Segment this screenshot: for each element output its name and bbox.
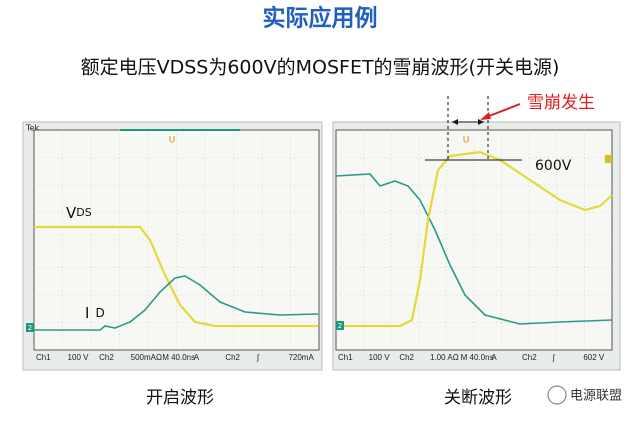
svg-text:U: U: [169, 136, 176, 146]
vds-label: VDS: [66, 204, 92, 222]
status-text: ∫: [552, 353, 556, 362]
status-text: 100 V: [68, 353, 90, 362]
status-text: ∫: [256, 353, 260, 362]
status-text: 100 V: [369, 353, 391, 362]
watermark: 电源联盟: [570, 389, 622, 404]
caption: 开启波形: [146, 388, 214, 408]
status-text: Ch1: [36, 353, 51, 362]
status-text: M 40.0ns: [162, 353, 195, 362]
title: 实际应用例: [263, 5, 378, 32]
subtitle: 额定电压VDSS为600V的MOSFET的雪崩波形(开关电源): [81, 57, 560, 79]
caption: 关断波形: [444, 388, 512, 408]
scope-right: U 雪崩发生 600V 2 Ch1 100 V Ch2 1.00 AΩ M 40.0ns…: [332, 93, 621, 371]
status-text: 720mA: [288, 353, 314, 362]
status-text: Ch1: [338, 353, 353, 362]
level-label: 600V: [535, 158, 572, 174]
status-text: A: [194, 353, 200, 362]
svg-text:U: U: [463, 136, 470, 146]
brand: Tek: [25, 124, 39, 133]
status-text: A: [491, 353, 497, 362]
status-text: M 40.0ns: [461, 353, 494, 362]
status-text: Ch2: [399, 353, 414, 362]
status-text: 1.00 AΩ: [430, 353, 459, 362]
status-text: Ch2: [225, 353, 240, 362]
svg-text:2: 2: [28, 324, 32, 332]
status-text: 500mAΩ: [131, 353, 162, 362]
svg-text:2: 2: [338, 322, 342, 330]
status-text: Ch2: [99, 353, 114, 362]
status-text: 602 V: [583, 353, 605, 362]
annotation: 雪崩发生: [527, 93, 595, 113]
status-text: Ch2: [522, 353, 537, 362]
